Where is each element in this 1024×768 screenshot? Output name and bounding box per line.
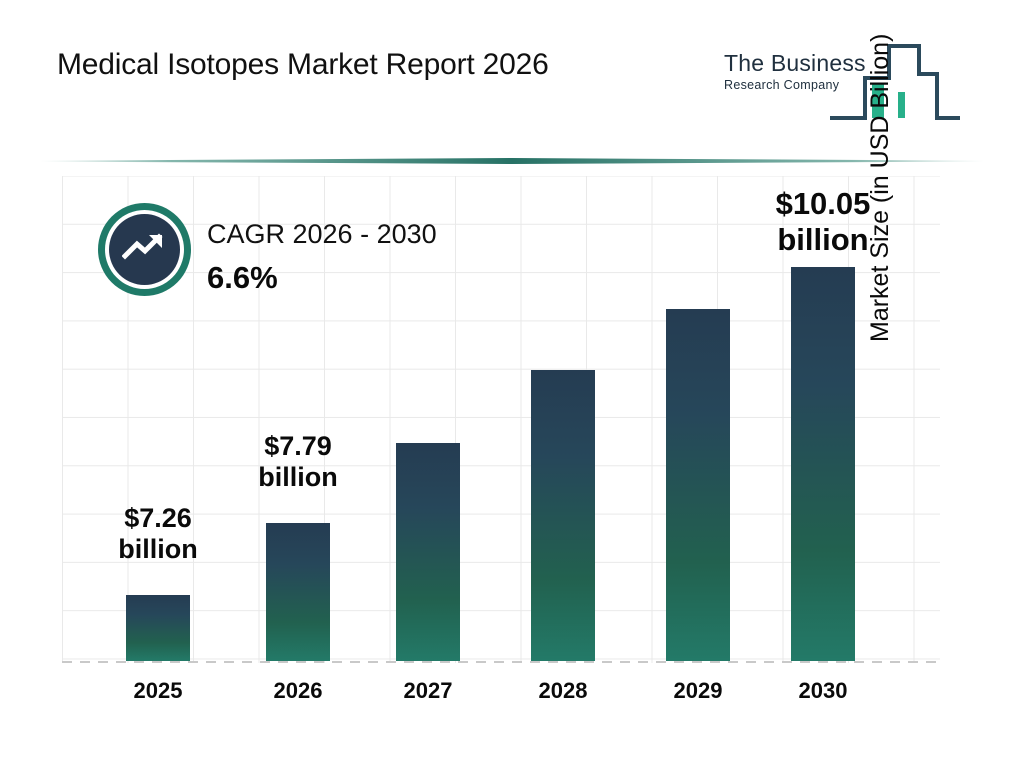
header: Medical Isotopes Market Report 2026 The …	[0, 0, 1024, 145]
value-label-2030-amount: $10.05	[775, 186, 871, 221]
value-label-2025-amount: $7.26	[124, 503, 192, 533]
x-label-2029: 2029	[673, 678, 723, 703]
logo-wordmark: The Business Research Company	[724, 50, 874, 92]
header-divider	[40, 158, 984, 164]
bar-2028	[531, 370, 595, 661]
cagr-badge-ring	[105, 210, 184, 289]
value-label-2025: $7.26 billion	[98, 503, 218, 566]
bar-chart-logo-mark	[827, 34, 963, 129]
y-axis-title: Market Size (in USD Billion)	[866, 33, 894, 342]
page-title: Medical Isotopes Market Report 2026	[57, 48, 549, 81]
bar-2027	[396, 443, 460, 661]
x-label-2025: 2025	[133, 678, 183, 703]
value-label-2030: $10.05 billion	[753, 186, 893, 258]
bar-2030	[791, 267, 855, 661]
logo-line-2: Research Company	[724, 78, 840, 92]
trending-up-icon	[120, 231, 168, 268]
value-label-2025-unit: billion	[118, 534, 198, 565]
chart-baseline	[62, 661, 940, 663]
cagr-badge	[98, 203, 191, 296]
cagr-annotation: CAGR 2026 - 2030 6.6%	[207, 219, 437, 296]
divider-gradient	[40, 158, 984, 164]
bar-2029	[666, 309, 730, 661]
bar-2026	[266, 523, 330, 661]
company-logo: The Business Research Company	[722, 34, 972, 126]
value-label-2026-amount: $7.79	[264, 431, 332, 461]
x-label-2030: 2030	[798, 678, 848, 703]
x-label-2026: 2026	[273, 678, 323, 703]
value-label-2030-unit: billion	[777, 221, 869, 257]
x-label-2028: 2028	[538, 678, 588, 703]
logo-line-1: The Business	[724, 50, 866, 76]
bar-2025	[126, 595, 190, 661]
cagr-badge-core	[109, 214, 180, 285]
value-label-2026: $7.79 billion	[238, 431, 358, 494]
x-label-2027: 2027	[403, 678, 453, 703]
value-label-2026-unit: billion	[258, 462, 338, 493]
cagr-value: 6.6%	[207, 260, 278, 295]
cagr-label: CAGR 2026 - 2030	[207, 219, 437, 249]
